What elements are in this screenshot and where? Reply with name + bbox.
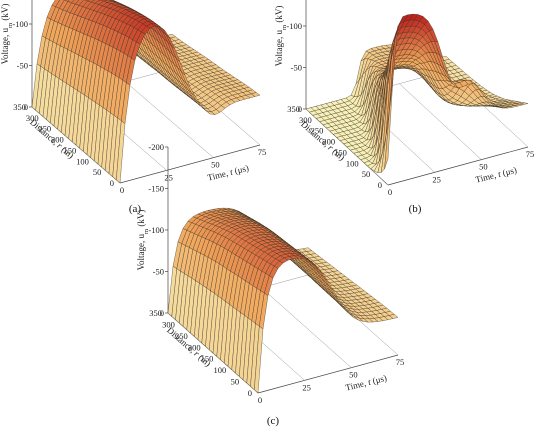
time-tick-label: 50 xyxy=(349,370,358,380)
distance-tick-label: 350 xyxy=(287,104,300,114)
time-axis-line xyxy=(119,144,261,184)
time-tick-label: 25 xyxy=(432,174,441,184)
z-axis-label: Voltage, um (kV) xyxy=(0,4,14,65)
distance-tick-label: 50 xyxy=(93,167,102,177)
distance-tick-label: 200 xyxy=(51,135,64,145)
panel-caption: (c) xyxy=(267,415,280,427)
distance-tick-label: 250 xyxy=(38,124,51,134)
surface-patch xyxy=(51,0,60,7)
surface-patch xyxy=(91,0,101,4)
z-tick-label: -200 xyxy=(148,142,164,152)
panel-a: -200 -150 -100 -50 0 Voltage, um (kV) 0 25 50 75 0… xyxy=(0,0,266,215)
distance-tick-label: 250 xyxy=(175,331,188,341)
panel-caption: (a) xyxy=(129,203,142,215)
z-tick-label: 0 xyxy=(24,102,28,112)
distance-tick-label: 100 xyxy=(214,365,227,375)
time-tick-label: 75 xyxy=(396,357,405,367)
panel-caption: (b) xyxy=(409,203,422,215)
surface-patch xyxy=(251,92,261,97)
surface-patch xyxy=(99,0,109,2)
z-axis-label: Voltage, um (kV) xyxy=(136,210,150,271)
surface-patch xyxy=(71,0,80,5)
z-tick-label: -50 xyxy=(153,267,164,277)
time-axis-line xyxy=(387,146,529,186)
floor-grid-line xyxy=(125,81,214,158)
distance-tick-label: 300 xyxy=(26,113,39,123)
time-tick-label: 0 xyxy=(120,185,124,195)
distance-tick-label: 0 xyxy=(248,388,252,398)
distance-tick-label: 0 xyxy=(110,178,114,188)
surface-patch xyxy=(67,0,75,3)
time-tick-label: 75 xyxy=(526,149,535,159)
distance-tick-label: 150 xyxy=(64,145,77,155)
distance-tick-label: 250 xyxy=(311,126,324,136)
z-tick-label: -50 xyxy=(291,63,302,73)
distance-tick-label: 300 xyxy=(299,115,312,125)
z-tick-label: -50 xyxy=(17,61,28,71)
time-tick-label: 0 xyxy=(258,395,262,405)
z-tick-label: -100 xyxy=(286,21,302,31)
time-tick-label: 50 xyxy=(479,162,488,172)
time-tick-label: 25 xyxy=(302,382,311,392)
surface xyxy=(167,207,399,394)
surface-patch xyxy=(75,0,84,6)
distance-tick-label: 100 xyxy=(76,156,89,166)
surface-patch xyxy=(55,0,65,9)
distance-tick-label: 150 xyxy=(334,147,347,157)
distance-tick-label: 300 xyxy=(162,319,175,329)
time-tick-label: 50 xyxy=(211,160,220,170)
distance-tick-label: 150 xyxy=(201,354,214,364)
distance-tick-label: 350 xyxy=(13,102,26,112)
distance-tick-label: 0 xyxy=(378,180,382,190)
z-tick-label: 0 xyxy=(160,308,164,318)
surface xyxy=(31,0,261,184)
surface-patch xyxy=(519,102,529,105)
surface-patch xyxy=(389,314,399,319)
time-tick-label: 75 xyxy=(258,147,267,157)
time-axis-line xyxy=(257,354,399,394)
z-tick-label: -100 xyxy=(12,19,28,29)
z-tick-label: 0 xyxy=(298,104,302,114)
distance-tick-label: 50 xyxy=(231,377,240,387)
surface-patch xyxy=(87,0,95,3)
distance-tick-label: 100 xyxy=(346,158,359,168)
surface xyxy=(305,13,529,173)
distance-tick-label: 50 xyxy=(362,169,371,179)
surface-patch xyxy=(64,0,70,2)
z-tick-label: -100 xyxy=(148,225,164,235)
time-tick-label: 25 xyxy=(164,172,173,182)
distance-tick-label: 350 xyxy=(149,308,162,318)
distance-tick-label: 200 xyxy=(188,342,201,352)
z-tick-label: -150 xyxy=(148,184,164,194)
time-tick-label: 0 xyxy=(388,187,392,197)
floor-grid-line xyxy=(261,287,352,368)
z-axis-label: Voltage, um (kV) xyxy=(274,6,288,67)
panel-c: -200 -150 -100 -50 0 Voltage, um (kV) 0 25 50 75 0… xyxy=(136,142,404,427)
distance-tick-label: 200 xyxy=(322,137,335,147)
floor-grid-line xyxy=(399,83,482,160)
